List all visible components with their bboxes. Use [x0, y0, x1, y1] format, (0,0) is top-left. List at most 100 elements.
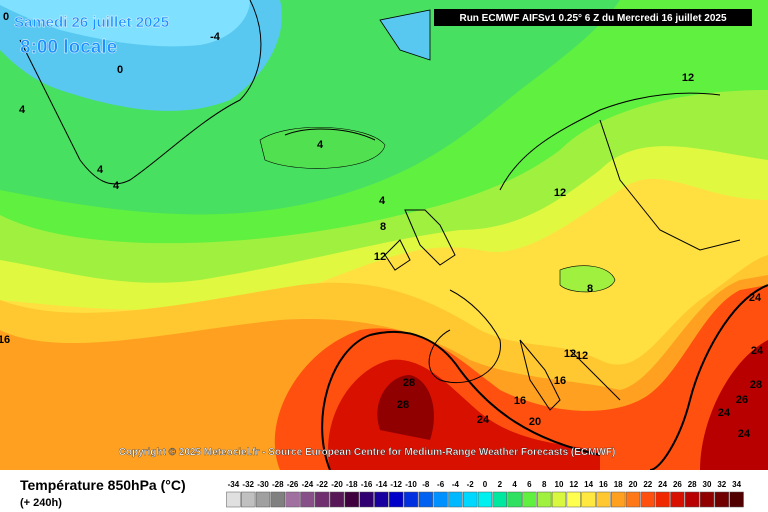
scale-swatch: [300, 491, 315, 508]
scale-swatch: [640, 491, 655, 508]
scale-swatch: [418, 491, 433, 508]
contour-label: 4: [97, 164, 104, 176]
scale-label: 6: [527, 480, 532, 489]
scale-swatch: [448, 491, 463, 508]
contour-label: 26: [736, 394, 748, 406]
scale-swatch: [344, 491, 359, 508]
scale-swatch: [581, 491, 596, 508]
scale-swatch: [389, 491, 404, 508]
scale-swatch: [507, 491, 522, 508]
contour-label: 12: [554, 187, 566, 199]
scale-label: 8: [542, 480, 547, 489]
scale-label: -18: [346, 480, 358, 489]
contour-label: 24: [738, 428, 751, 440]
coastlines: [19, 0, 741, 411]
contour-label: 24: [751, 345, 764, 357]
contour-label: 4: [379, 195, 386, 207]
scale-label: -24: [302, 480, 314, 489]
scale-label: 16: [599, 480, 608, 489]
contour-label: 4: [19, 104, 26, 116]
scale-label: 20: [629, 480, 638, 489]
scale-swatch: [477, 491, 493, 508]
scale-swatch: [625, 491, 641, 508]
scale-swatch: [492, 491, 507, 508]
scale-swatch: [655, 491, 670, 508]
scale-swatch: [611, 491, 626, 508]
scale-swatch: [315, 491, 330, 508]
contour-label: 4: [113, 180, 120, 192]
copyright: Copyright © 2025 Meteociel.fr - Source E…: [119, 447, 616, 458]
scale-label: -16: [361, 480, 373, 489]
scale-label: 30: [703, 480, 712, 489]
scale-label: -14: [376, 480, 388, 489]
scale-label: 32: [717, 480, 726, 489]
scale-label: -30: [257, 480, 269, 489]
scale-label: -34: [228, 480, 240, 489]
legend-title: Température 850hPa (°C): [20, 477, 186, 493]
scale-label: 18: [614, 480, 623, 489]
contour-label: 24: [477, 414, 490, 426]
run-info: Run ECMWF AIFSv1 0.25° 6 Z du Mercredi 1…: [459, 13, 726, 24]
contour-label: 8: [587, 283, 593, 295]
scale-swatch: [714, 491, 729, 508]
scale-label: 4: [512, 480, 517, 489]
scale-swatch: [374, 491, 389, 508]
scale-swatch: [241, 491, 256, 508]
scale-swatch: [359, 491, 374, 508]
scale-label: 26: [673, 480, 682, 489]
contour-label: 12: [374, 251, 386, 263]
contour-label: 24: [749, 292, 762, 304]
contour-label: 12: [682, 72, 694, 84]
scale-label: 24: [658, 480, 667, 489]
temperature-field: [0, 0, 768, 471]
scale-label: -4: [452, 480, 460, 489]
scale-label: -6: [437, 480, 445, 489]
contour-label: 0: [117, 64, 123, 76]
forecast-date: Samedi 26 juillet 2025: [14, 14, 169, 31]
scale-swatch: [537, 491, 552, 508]
contour-label: 16: [514, 395, 526, 407]
legend-subtitle: (+ 240h): [20, 497, 62, 509]
contour-label: 0: [3, 11, 9, 23]
contour-label: 20: [529, 416, 541, 428]
scale-label: 2: [498, 480, 503, 489]
scale-swatch: [522, 491, 537, 508]
contour-label: 8: [380, 221, 386, 233]
scale-label: 28: [688, 480, 697, 489]
contour-label: 28: [403, 377, 415, 389]
contour-label: 12: [564, 348, 576, 360]
scale-swatch: [566, 491, 581, 508]
scale-label: 10: [555, 480, 564, 489]
contour-label: -4: [210, 31, 221, 43]
scale-swatch: [255, 491, 271, 508]
scale-swatch: [670, 491, 685, 508]
scale-swatch: [433, 491, 448, 508]
scale-label: 12: [569, 480, 578, 489]
scale-label: -2: [467, 480, 475, 489]
scale-swatch: [463, 491, 478, 508]
scale-label: -8: [422, 480, 430, 489]
contour-label: 24: [718, 407, 731, 419]
scale-swatch: [685, 491, 700, 508]
scale-swatch: [403, 491, 419, 508]
scale-swatch: [551, 491, 567, 508]
contour-label: 4: [317, 139, 324, 151]
scale-label: -20: [331, 480, 343, 489]
scale-label: -28: [272, 480, 284, 489]
scale-label: 34: [732, 480, 741, 489]
scale-swatch: [285, 491, 300, 508]
scale-label: -22: [316, 480, 328, 489]
contour-label: 16: [0, 334, 10, 346]
scale-swatch: [729, 491, 744, 508]
scale-label: -10: [405, 480, 417, 489]
scale-swatch: [699, 491, 715, 508]
run-banner: [434, 9, 752, 26]
scale-label: -32: [242, 480, 254, 489]
scale-label: -12: [390, 480, 402, 489]
contour-label: 12: [576, 350, 588, 362]
scale-label: 14: [584, 480, 593, 489]
scale-swatch: [270, 491, 285, 508]
scale-label: 22: [643, 480, 652, 489]
